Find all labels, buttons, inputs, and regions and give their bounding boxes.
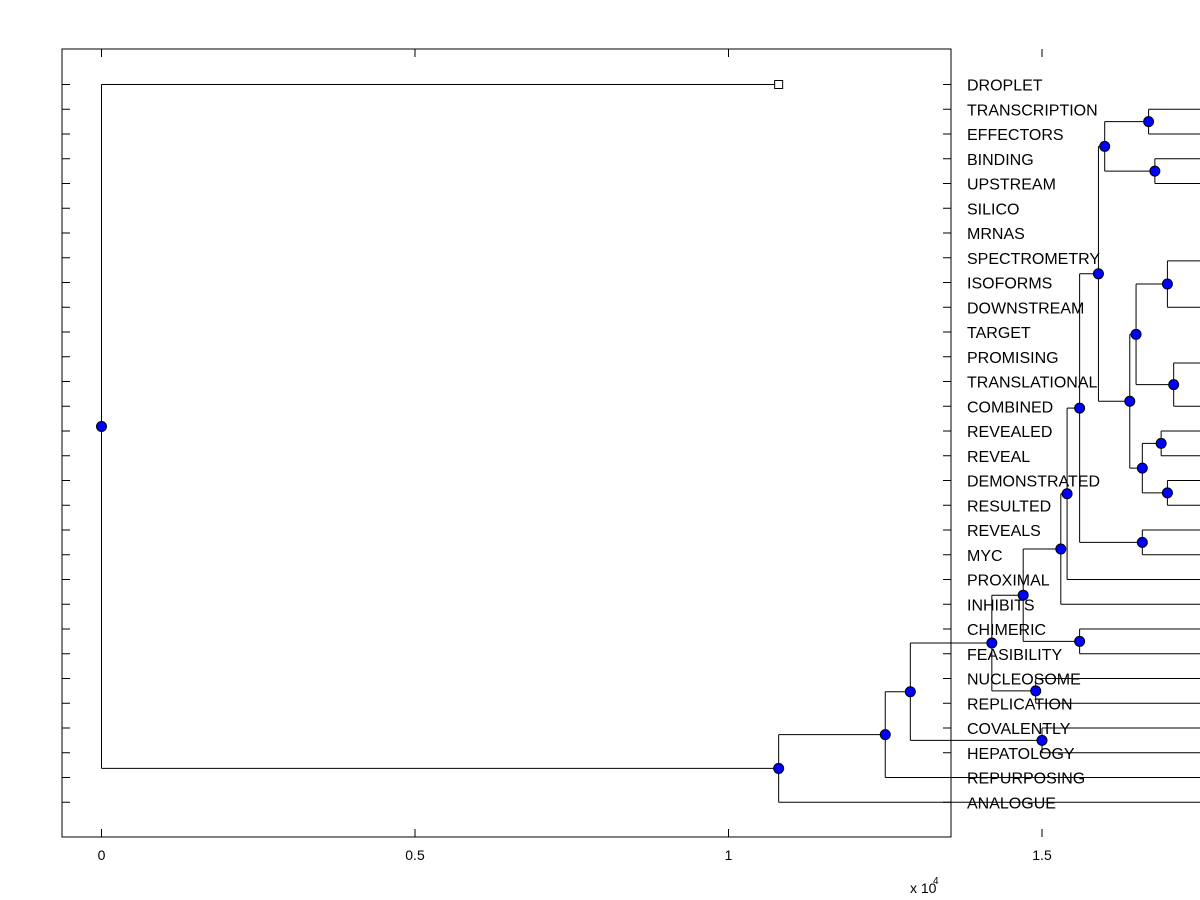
leaf-label: UPSTREAM bbox=[967, 177, 1056, 194]
internal-node bbox=[1161, 487, 1173, 499]
internal-node bbox=[1055, 543, 1067, 555]
dendrogram-leaves bbox=[774, 80, 784, 89]
internal-node bbox=[1099, 140, 1111, 152]
internal-node bbox=[1161, 278, 1173, 290]
leaf-label: TRANSCRIPTION bbox=[967, 102, 1098, 119]
leaf-label: REPURPOSING bbox=[967, 771, 1085, 788]
internal-node bbox=[1136, 462, 1148, 474]
internal-node bbox=[773, 762, 785, 774]
leaf-node bbox=[774, 80, 784, 89]
internal-node bbox=[96, 420, 107, 432]
leaf-label: INHIBITS bbox=[967, 597, 1035, 614]
leaf-label: MYC bbox=[967, 548, 1003, 565]
leaf-label: TARGET bbox=[967, 325, 1031, 342]
x-exponent-base: x 10 bbox=[910, 880, 937, 896]
leaf-label: PROMISING bbox=[967, 350, 1059, 367]
x-tick-labels: 00.511.522.5 bbox=[98, 847, 1052, 863]
leaf-label: COMBINED bbox=[967, 399, 1053, 416]
leaf-label: TRANSLATIONAL bbox=[967, 375, 1098, 392]
leaf-label: COVALENTLY bbox=[967, 721, 1071, 738]
internal-node bbox=[1124, 395, 1136, 407]
x-exponent: x 10 4 bbox=[910, 876, 939, 896]
leaf-label: SPECTROMETRY bbox=[967, 251, 1100, 268]
x-exponent-power: 4 bbox=[933, 876, 939, 887]
leaf-label: MRNAS bbox=[967, 226, 1025, 243]
x-tick-label: 0 bbox=[98, 847, 106, 863]
leaf-label: EFFECTORS bbox=[967, 127, 1064, 144]
x-tick-label: 1 bbox=[725, 847, 733, 863]
internal-node bbox=[879, 729, 891, 741]
leaf-label: ANALOGUE bbox=[967, 795, 1056, 812]
leaf-labels: DROPLET TRANSCRIPTION EFFECTORS BINDING UPST… bbox=[967, 78, 1100, 813]
internal-node bbox=[1155, 437, 1167, 449]
leaf-label: CHIMERIC bbox=[967, 622, 1046, 639]
internal-node bbox=[904, 686, 916, 698]
leaf-label: REVEALS bbox=[967, 523, 1041, 540]
internal-node bbox=[1017, 589, 1029, 601]
leaf-label: ISOFORMS bbox=[967, 276, 1052, 293]
leaf-label: DROPLET bbox=[967, 78, 1043, 95]
leaf-label: PROXIMAL bbox=[967, 573, 1050, 590]
internal-node bbox=[1130, 328, 1142, 340]
internal-node bbox=[1074, 402, 1086, 414]
leaf-label: BINDING bbox=[967, 152, 1034, 169]
leaf-label: FEASIBILITY bbox=[967, 647, 1062, 664]
internal-node bbox=[1036, 734, 1048, 746]
leaf-label: SILICO bbox=[967, 201, 1019, 218]
x-tick-label: 1.5 bbox=[1032, 847, 1052, 863]
leaf-label: REPLICATION bbox=[967, 696, 1073, 713]
internal-node bbox=[1030, 685, 1042, 697]
axis-ticks bbox=[62, 49, 1043, 837]
internal-node bbox=[1149, 165, 1161, 177]
internal-node bbox=[1136, 536, 1148, 548]
leaf-label: HEPATOLOGY bbox=[967, 746, 1075, 763]
x-tick-label: 0.5 bbox=[405, 847, 425, 863]
internal-node bbox=[1074, 635, 1086, 647]
leaf-label: DEMONSTRATED bbox=[967, 474, 1100, 491]
leaf-label: RESULTED bbox=[967, 498, 1051, 515]
internal-node bbox=[986, 637, 998, 649]
plot-area bbox=[61, 48, 952, 838]
leaf-label: DOWNSTREAM bbox=[967, 300, 1084, 317]
internal-node bbox=[1168, 379, 1180, 391]
internal-node bbox=[1092, 268, 1104, 280]
internal-node bbox=[1143, 116, 1155, 128]
internal-node bbox=[1061, 488, 1073, 500]
leaf-label: NUCLEOSOME bbox=[967, 672, 1081, 689]
leaf-label: REVEAL bbox=[967, 449, 1030, 466]
dendrogram-nodes bbox=[96, 116, 1180, 774]
leaf-label: REVEALED bbox=[967, 424, 1052, 441]
